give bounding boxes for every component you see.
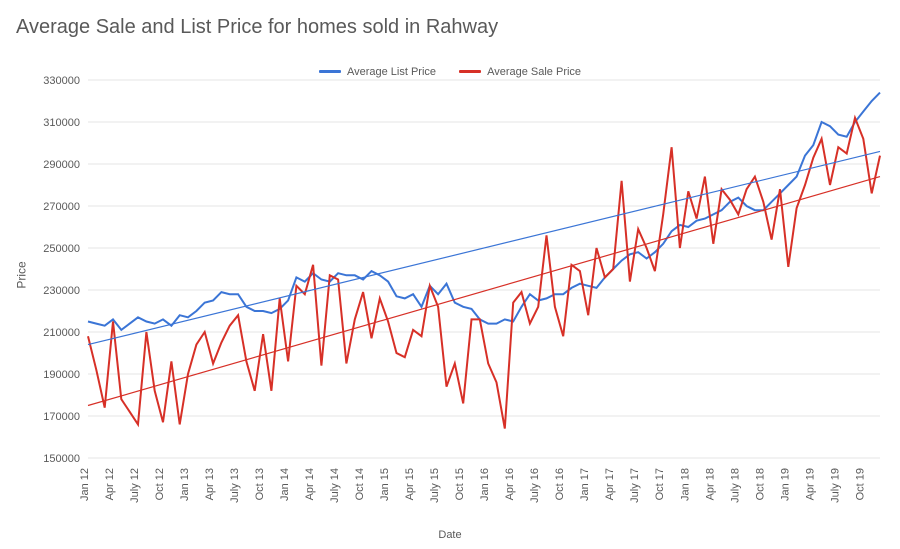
x-tick-label: Jan 17 <box>579 468 591 501</box>
y-tick-label: 170000 <box>43 411 80 423</box>
chart-svg: 150000 170000 190000 210000 230000 250000 2700… <box>0 0 900 549</box>
x-tick-label: Jan 14 <box>279 468 291 501</box>
x-tick-label: Apr 19 <box>804 468 816 500</box>
x-tick-label: Oct 12 <box>154 468 166 500</box>
x-axis-ticks: Jan 12 Apr 12 July 12 Oct 12 Jan 13 Apr 13 Jul… <box>79 468 866 503</box>
x-tick-label: Oct 19 <box>854 468 866 500</box>
x-tick-label: Apr 15 <box>404 468 416 500</box>
x-tick-label: Oct 17 <box>654 468 666 500</box>
x-tick-label: July 16 <box>529 468 541 503</box>
x-tick-label: Apr 12 <box>104 468 116 500</box>
x-tick-label: July 19 <box>829 468 841 503</box>
x-tick-label: Oct 13 <box>254 468 266 500</box>
x-tick-label: Jan 13 <box>179 468 191 501</box>
y-tick-label: 290000 <box>43 159 80 171</box>
x-tick-label: Oct 16 <box>554 468 566 500</box>
x-tick-label: Jan 19 <box>779 468 791 501</box>
y-tick-label: 150000 <box>43 453 80 465</box>
x-tick-label: July 17 <box>629 468 641 503</box>
x-tick-label: Apr 16 <box>504 468 516 500</box>
x-tick-label: July 14 <box>329 468 341 503</box>
gridlines <box>88 80 880 458</box>
x-tick-label: Apr 18 <box>704 468 716 500</box>
line-chart: Average Sale and List Price for homes so… <box>0 0 900 549</box>
x-tick-label: Jan 16 <box>479 468 491 501</box>
y-tick-label: 230000 <box>43 285 80 297</box>
x-tick-label: July 13 <box>229 468 241 503</box>
trend-sale-price-line <box>88 177 880 406</box>
y-axis-ticks: 150000 170000 190000 210000 230000 250000 2700… <box>43 75 80 465</box>
x-tick-label: Oct 18 <box>754 468 766 500</box>
x-tick-label: Oct 15 <box>454 468 466 500</box>
x-tick-label: Jan 18 <box>679 468 691 501</box>
y-tick-label: 310000 <box>43 117 80 129</box>
x-tick-label: July 12 <box>129 468 141 503</box>
y-tick-label: 270000 <box>43 201 80 213</box>
y-tick-label: 190000 <box>43 369 80 381</box>
x-tick-label: July 18 <box>729 468 741 503</box>
y-tick-label: 330000 <box>43 75 80 87</box>
x-tick-label: July 15 <box>429 468 441 503</box>
y-tick-label: 250000 <box>43 243 80 255</box>
x-tick-label: Jan 12 <box>79 468 91 501</box>
x-tick-label: Apr 13 <box>204 468 216 500</box>
x-tick-label: Oct 14 <box>354 468 366 500</box>
x-tick-label: Apr 14 <box>304 468 316 500</box>
y-tick-label: 210000 <box>43 327 80 339</box>
x-tick-label: Jan 15 <box>379 468 391 501</box>
x-tick-label: Apr 17 <box>604 468 616 500</box>
